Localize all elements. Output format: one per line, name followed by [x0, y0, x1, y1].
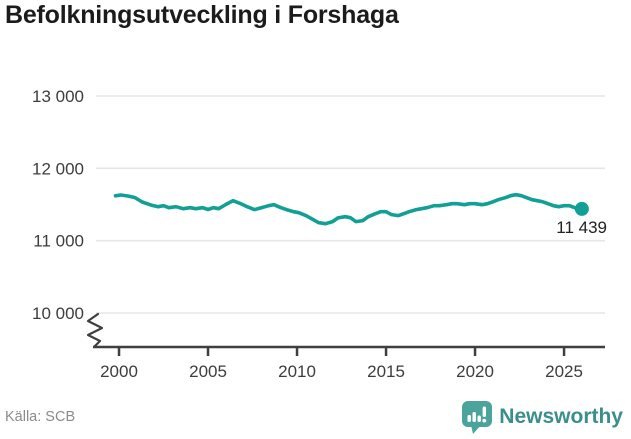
newsworthy-logo[interactable]: Newsworthy	[462, 400, 623, 434]
y-tick-label: 12 000	[32, 159, 84, 178]
x-tick-label: 2025	[545, 362, 583, 381]
x-tick-label: 2005	[189, 362, 227, 381]
chart-footer: Källa: SCB Newsworthy	[5, 400, 623, 434]
x-tick-label: 2010	[278, 362, 316, 381]
newsworthy-bubble-chart-icon	[462, 400, 493, 434]
x-tick-label: 2015	[367, 362, 405, 381]
x-tick-label: 2000	[100, 362, 138, 381]
axis-break-icon	[86, 312, 104, 349]
y-tick-label: 13 000	[32, 87, 84, 106]
chart-title: Befolkningsutveckling i Forshaga	[5, 1, 399, 29]
y-tick-label: 11 000	[33, 232, 84, 251]
last-point-marker	[574, 201, 589, 216]
y-tick-label: 10 000	[32, 304, 84, 323]
population-line	[113, 192, 584, 226]
newsworthy-wordmark: Newsworthy	[499, 405, 623, 428]
source-note: Källa: SCB	[5, 409, 76, 425]
last-value-label: 11 439	[556, 218, 607, 237]
x-tick-label: 2020	[456, 362, 494, 381]
